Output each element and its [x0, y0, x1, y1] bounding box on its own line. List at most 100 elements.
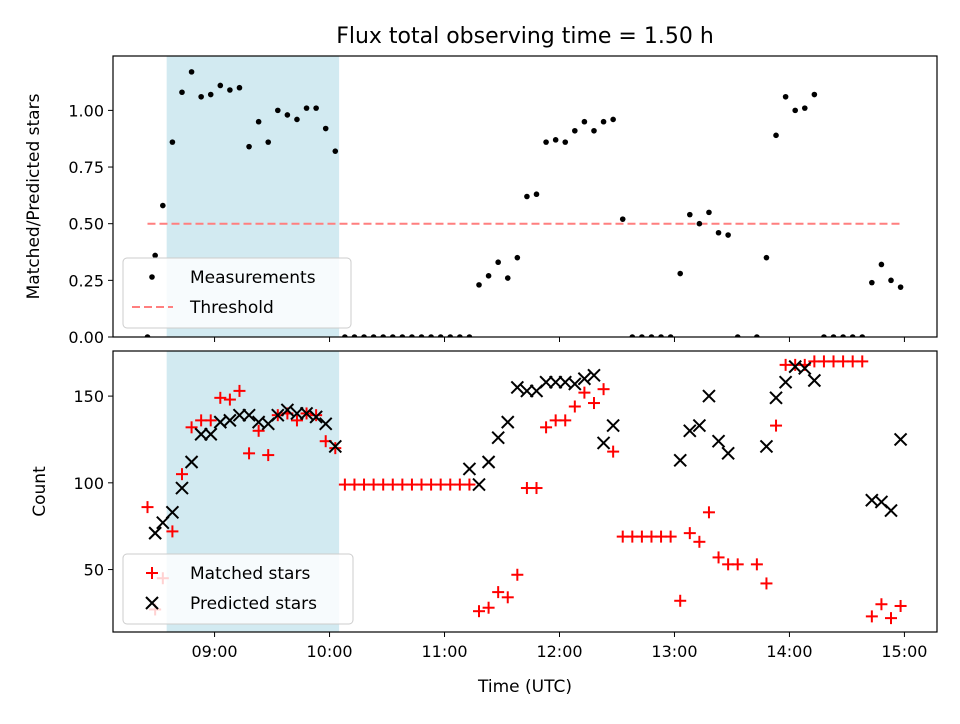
measurement-point — [792, 107, 798, 114]
y-tick-label: 100 — [73, 474, 104, 493]
predicted-star-point — [577, 372, 592, 386]
predicted-star-point — [232, 408, 247, 422]
measurement-point — [255, 118, 262, 125]
matched-star-point — [141, 501, 154, 514]
matched-star-point — [463, 478, 476, 491]
predicted-star-point — [510, 380, 525, 395]
predicted-star-point — [462, 462, 477, 476]
measurement-point — [495, 259, 501, 266]
matched-star-point — [252, 424, 265, 437]
predicted-marker-b — [194, 427, 208, 441]
measurement-point — [437, 334, 444, 337]
measurement-point — [878, 261, 885, 268]
predicted-marker-b — [481, 455, 496, 469]
matched-star-point — [587, 397, 600, 410]
legend-label: Threshold — [189, 298, 274, 318]
predicted-marker-b — [148, 526, 162, 540]
predicted-star-point — [759, 439, 774, 454]
measurement-point — [514, 254, 521, 261]
matched-star-point — [329, 442, 342, 455]
measurement-point — [169, 139, 176, 145]
matched-star-point — [185, 421, 198, 434]
measurement-point — [706, 209, 712, 216]
measurement-point — [485, 273, 492, 279]
predicted-marker-b — [692, 418, 707, 433]
measurement-point — [246, 143, 252, 150]
measurement-point — [658, 334, 664, 337]
predicted-star-point — [692, 418, 707, 433]
measurement-point — [821, 334, 827, 337]
measurement-point — [830, 334, 837, 337]
predicted-marker-b — [759, 439, 774, 454]
predicted-star-point — [242, 408, 256, 422]
predicted-marker-b — [893, 432, 908, 447]
measurement-point — [188, 69, 195, 75]
matched-star-point — [559, 414, 572, 427]
matched-star-point — [530, 482, 543, 495]
measurement-point — [409, 334, 415, 337]
matched-star-point — [310, 409, 323, 422]
measurement-point — [725, 232, 731, 238]
matched-star-point — [262, 449, 275, 462]
measurement-point — [849, 334, 856, 337]
measurement-point — [572, 127, 578, 134]
predicted-star-point — [702, 389, 716, 403]
predicted-star-point — [798, 361, 812, 376]
measurement-point — [275, 107, 281, 114]
predicted-marker-b — [175, 481, 189, 495]
predicted-marker-b — [472, 477, 486, 492]
measurement-point — [543, 139, 549, 145]
measurement-point — [236, 84, 243, 91]
predicted-star-point — [721, 446, 735, 461]
predicted-marker-b — [232, 408, 247, 422]
measurement-point — [144, 334, 151, 337]
measurement-point — [428, 334, 434, 337]
measurement-point — [466, 334, 473, 337]
y-tick-label: 1.00 — [68, 101, 104, 120]
matched-star-point — [473, 605, 486, 618]
measurement-point — [265, 139, 272, 145]
matched-star-point — [856, 355, 869, 368]
measurement-point — [207, 91, 214, 98]
matched-star-point — [204, 414, 217, 427]
matched-star-point — [885, 612, 898, 625]
predicted-marker-b — [577, 372, 592, 386]
matched-star-point — [290, 414, 303, 427]
x-tick-label: 14:00 — [766, 642, 812, 661]
predicted-marker-b — [798, 361, 812, 376]
legend-label: Predicted stars — [190, 594, 317, 614]
predicted-marker-b — [204, 427, 218, 441]
matched-star-point — [683, 527, 696, 540]
matched-star-point — [674, 594, 687, 607]
measurement-point — [552, 137, 559, 143]
measurement-point — [399, 334, 406, 337]
measurement-point — [160, 202, 166, 209]
measurement-point — [198, 93, 204, 100]
legend-box — [122, 553, 354, 625]
y-tick-label: 150 — [73, 387, 104, 406]
measurement-point — [763, 254, 770, 261]
matched-star-point — [511, 568, 524, 581]
measurement-point — [179, 89, 185, 96]
predicted-marker-b — [568, 377, 582, 391]
predicted-marker-b — [548, 375, 563, 389]
predicted-marker-b — [721, 446, 735, 461]
predicted-marker-b — [328, 439, 342, 454]
measurement-point — [457, 334, 463, 337]
predicted-marker-b — [318, 417, 333, 431]
matched-star-point — [770, 419, 783, 432]
matched-star-point — [482, 601, 495, 614]
matched-star-point — [894, 599, 907, 612]
measurement-point — [524, 193, 530, 200]
legend-measurement-marker — [149, 274, 155, 280]
chart-title: Flux total observing time = 1.50 h — [336, 24, 714, 49]
matched-star-point — [760, 577, 773, 590]
legend-predicted-marker — [145, 596, 159, 610]
predicted-star-point — [683, 424, 697, 438]
axes-frame — [112, 55, 938, 338]
measurement-point — [562, 139, 569, 145]
predicted-marker-b — [807, 373, 822, 388]
predicted-marker-b — [290, 406, 304, 421]
x-tick-label: 13:00 — [651, 642, 697, 661]
matched-star-point — [492, 586, 505, 599]
